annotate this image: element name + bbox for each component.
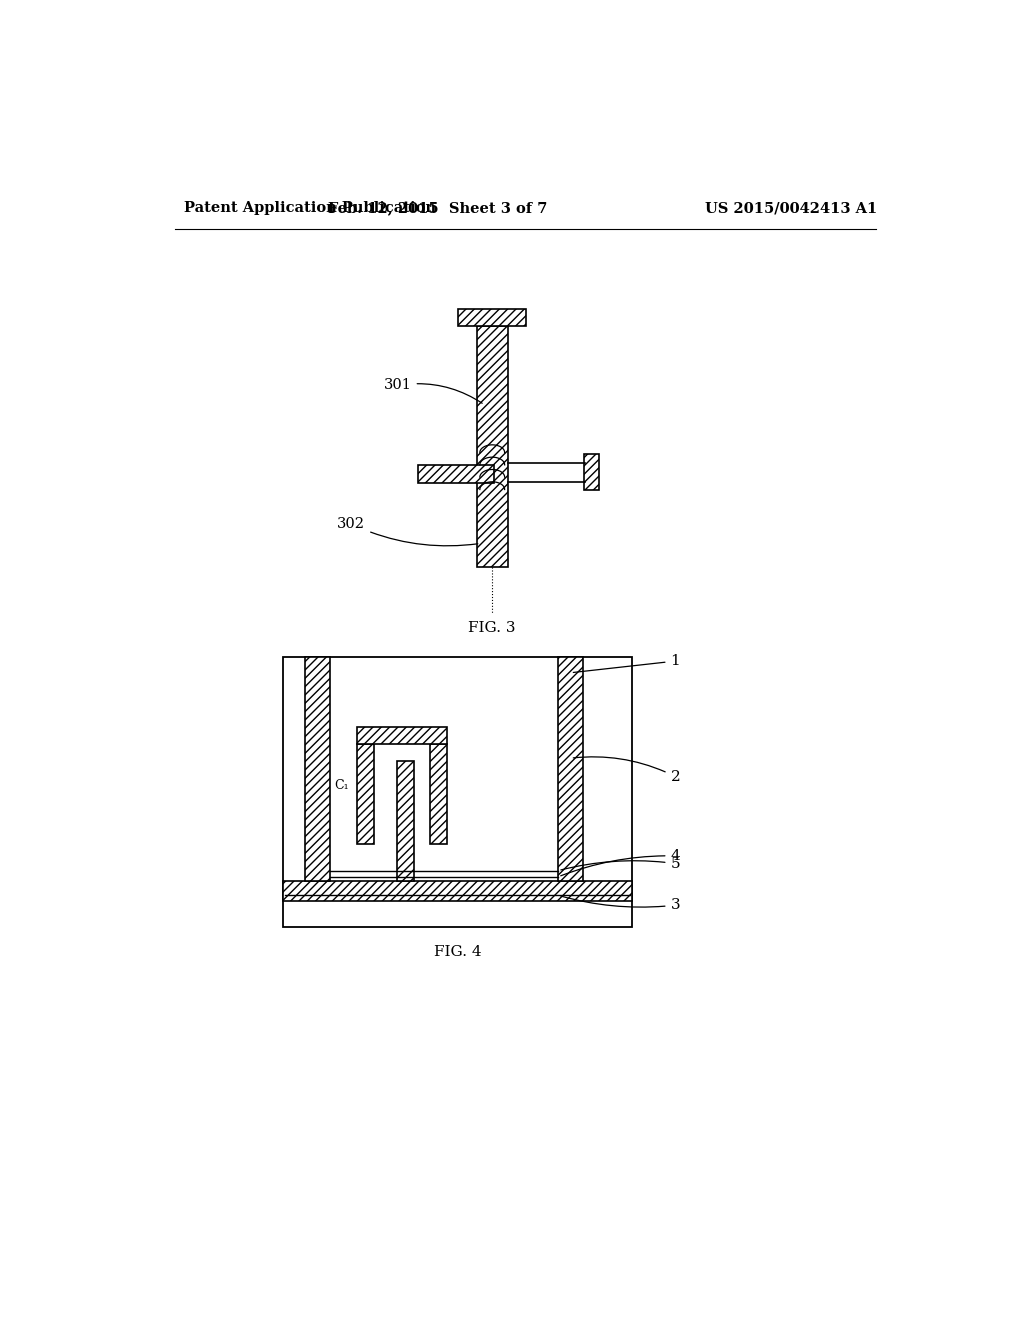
Text: C₁: C₁ (334, 779, 349, 792)
Bar (430, 743, 447, 843)
Bar (558, 657, 583, 882)
Bar (584, 454, 599, 490)
Bar (477, 326, 508, 566)
Text: 302: 302 (337, 517, 478, 546)
Text: 3: 3 (561, 896, 680, 912)
Bar (356, 726, 447, 743)
Text: Feb. 12, 2015  Sheet 3 of 7: Feb. 12, 2015 Sheet 3 of 7 (329, 202, 548, 215)
Bar (418, 465, 494, 483)
Text: 301: 301 (384, 379, 482, 403)
Text: 1: 1 (573, 655, 680, 672)
Text: US 2015/0042413 A1: US 2015/0042413 A1 (706, 202, 878, 215)
Bar (283, 882, 632, 902)
Text: FIG. 4: FIG. 4 (433, 945, 481, 958)
Text: Patent Application Publication: Patent Application Publication (183, 202, 436, 215)
Bar (305, 657, 330, 882)
Text: C₂: C₂ (398, 783, 413, 796)
Bar (458, 309, 526, 326)
Text: 5: 5 (561, 857, 680, 871)
Text: 4: 4 (561, 849, 680, 875)
Bar (283, 657, 632, 927)
Text: FIG. 3: FIG. 3 (469, 622, 516, 635)
Bar (356, 743, 374, 843)
Bar (397, 760, 414, 882)
Text: 2: 2 (573, 756, 680, 784)
